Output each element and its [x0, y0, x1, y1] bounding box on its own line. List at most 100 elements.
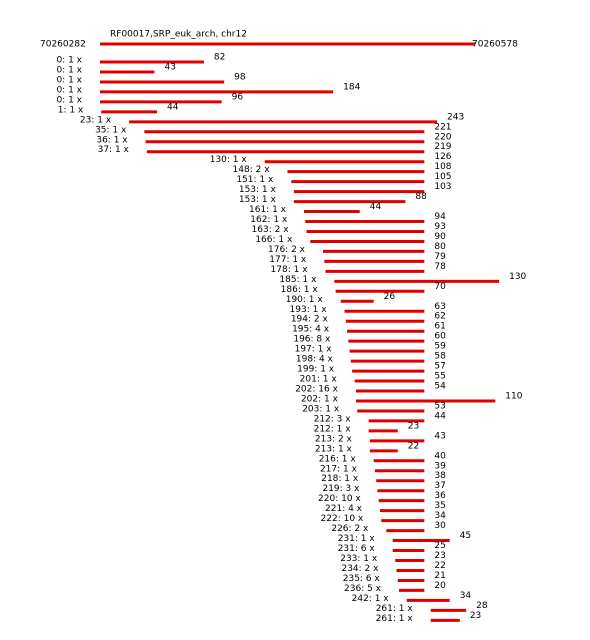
read-length: 58 [434, 352, 446, 362]
read-length: 23 [470, 611, 481, 621]
read-label: 213: 2 x [315, 434, 353, 444]
read-label: 1: 1 x [58, 105, 84, 115]
read-length: 28 [476, 601, 488, 611]
read-length: 94 [434, 212, 446, 222]
read-length: 30 [434, 521, 446, 531]
read-length: 130 [509, 272, 526, 282]
read-label: 0: 1 x [56, 85, 82, 95]
read-label: 221: 4 x [325, 504, 363, 514]
read-label: 198: 4 x [296, 355, 334, 365]
read-length: 219 [434, 142, 451, 152]
read-length: 79 [434, 252, 446, 262]
read-label: 212: 1 x [314, 424, 352, 434]
read-length: 44 [434, 411, 446, 421]
read-label: 226: 2 x [331, 524, 369, 534]
read-label: 36: 1 x [96, 135, 128, 145]
read-length: 243 [447, 112, 464, 122]
read-label: 35: 1 x [95, 125, 127, 135]
read-label: 186: 1 x [281, 285, 319, 295]
read-label: 177: 1 x [269, 255, 307, 265]
region-start: 70260282 [40, 40, 86, 50]
read-label: 197: 1 x [295, 345, 333, 355]
read-label: 231: 1 x [338, 534, 376, 544]
read-label: 213: 1 x [315, 444, 353, 454]
read-length: 82 [214, 53, 225, 63]
read-length: 22 [434, 561, 445, 571]
read-length: 62 [434, 312, 445, 322]
read-length: 108 [434, 162, 451, 172]
read-length: 45 [460, 531, 471, 541]
read-label: 236: 5 x [344, 584, 382, 594]
read-length: 25 [434, 541, 445, 551]
read-label: 218: 1 x [321, 474, 359, 484]
read-label: 194: 2 x [291, 315, 329, 325]
read-length: 63 [434, 302, 445, 312]
read-length: 23 [408, 421, 419, 431]
read-label: 178: 1 x [271, 265, 309, 275]
read-label: 193: 1 x [290, 305, 328, 315]
read-label: 202: 16 x [295, 385, 338, 395]
read-label: 163: 2 x [252, 225, 290, 235]
read-label: 153: 1 x [239, 185, 277, 195]
read-label: 219: 3 x [322, 484, 360, 494]
read-label: 190: 1 x [286, 295, 324, 305]
region-end: 70260578 [472, 40, 518, 50]
read-length: 22 [408, 441, 419, 451]
read-label: 161: 1 x [249, 205, 287, 215]
read-label: 148: 2 x [233, 165, 271, 175]
read-label: 130: 1 x [210, 155, 248, 165]
read-label: 261: 1 x [376, 614, 414, 624]
read-label: 261: 1 x [376, 604, 414, 614]
read-length: 20 [434, 581, 446, 591]
read-length: 59 [434, 342, 446, 352]
read-length: 184 [343, 82, 360, 92]
read-length: 39 [434, 461, 446, 471]
read-length: 34 [434, 511, 446, 521]
read-length: 34 [460, 591, 472, 601]
read-length: 35 [434, 501, 445, 511]
read-label: 233: 1 x [340, 554, 378, 564]
read-label: 153: 1 x [239, 195, 277, 205]
read-length: 78 [434, 262, 446, 272]
read-length: 221 [434, 122, 451, 132]
read-length: 23 [434, 551, 445, 561]
read-length: 37 [434, 481, 445, 491]
read-label: 231: 6 x [338, 544, 376, 554]
read-length: 43 [434, 431, 445, 441]
read-label: 199: 1 x [297, 365, 335, 375]
read-label: 242: 1 x [352, 594, 390, 604]
read-length: 57 [434, 362, 445, 372]
read-label: 220: 10 x [318, 494, 361, 504]
read-label: 151: 1 x [236, 175, 274, 185]
read-length: 126 [434, 152, 451, 162]
read-label: 185: 1 x [279, 275, 317, 285]
read-label: 0: 1 x [56, 56, 82, 66]
read-length: 60 [434, 332, 446, 342]
read-length: 55 [434, 372, 445, 382]
title: RF00017,SRP_euk_arch, chr12 [110, 30, 247, 40]
read-length: 80 [434, 242, 446, 252]
read-length: 21 [434, 571, 445, 581]
read-length: 54 [434, 382, 446, 392]
read-label: 234: 2 x [341, 564, 379, 574]
read-length: 103 [434, 182, 451, 192]
read-label: 0: 1 x [56, 65, 82, 75]
read-length: 44 [167, 102, 179, 112]
read-label: 216: 1 x [319, 454, 357, 464]
read-label: 212: 3 x [314, 414, 352, 424]
read-label: 166: 1 x [255, 235, 293, 245]
read-label: 217: 1 x [320, 464, 358, 474]
read-length: 88 [415, 192, 427, 202]
read-length: 105 [434, 172, 451, 182]
read-length: 70 [434, 282, 446, 292]
read-label: 23: 1 x [80, 115, 112, 125]
read-length: 26 [384, 292, 396, 302]
read-length: 53 [434, 401, 445, 411]
read-length: 93 [434, 222, 445, 232]
read-length: 38 [434, 471, 446, 481]
read-label: 202: 1 x [301, 394, 339, 404]
read-label: 176: 2 x [268, 245, 306, 255]
read-length: 96 [232, 92, 244, 102]
read-length: 43 [164, 62, 175, 72]
